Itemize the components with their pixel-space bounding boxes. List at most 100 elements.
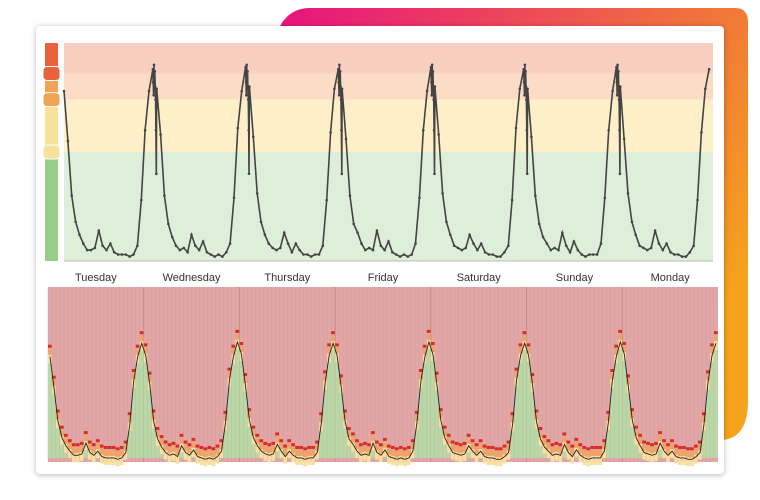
- heat-cell-red: [390, 445, 395, 449]
- heat-cell-red: [498, 447, 503, 451]
- heat-cell-red: [566, 440, 571, 444]
- heat-cell-orange: [375, 444, 379, 451]
- heat-cell-green: [151, 428, 156, 458]
- heat-cell-green: [48, 363, 52, 458]
- series-point: [525, 128, 529, 132]
- heat-cell-red: [414, 410, 419, 414]
- heat-cell-yellow: [79, 451, 84, 461]
- heat-cell-red: [422, 344, 427, 348]
- heat-cell-green: [518, 362, 523, 458]
- heat-cell-yellow: [458, 453, 463, 463]
- heat-cell-orange: [303, 451, 307, 458]
- series-point: [526, 87, 529, 91]
- heat-cell-red: [690, 447, 694, 451]
- heat-cell-orange: [426, 333, 431, 340]
- series-point: [572, 240, 576, 243]
- heat-cell-red: [195, 444, 200, 448]
- heat-cell-green: [343, 428, 347, 458]
- heat-cell-red: [131, 369, 136, 372]
- heat-cell-red: [55, 409, 60, 413]
- series-point: [337, 94, 341, 97]
- series-point: [247, 172, 251, 176]
- heat-cell-red: [442, 425, 447, 429]
- series-point: [580, 253, 583, 256]
- scale-handle[interactable]: [42, 144, 61, 160]
- series-point: [344, 137, 348, 141]
- heat-cell-yellow: [279, 449, 283, 459]
- heat-cell-red: [406, 445, 411, 449]
- heat-cell-red: [646, 441, 650, 445]
- heat-cell-orange: [215, 448, 220, 455]
- heat-cell-yellow: [546, 449, 551, 459]
- series-point: [524, 70, 527, 73]
- heat-cell-red: [355, 439, 359, 443]
- heat-cell-yellow: [163, 450, 168, 460]
- series-point: [676, 253, 680, 256]
- heat-cell-orange: [243, 377, 248, 384]
- heat-cell-yellow: [303, 457, 307, 467]
- series-point: [615, 80, 619, 84]
- heat-cell-red: [630, 408, 634, 412]
- heat-cell-green: [335, 362, 339, 458]
- heat-cell-yellow: [698, 450, 702, 460]
- heat-cell-red: [87, 440, 92, 444]
- heat-cell-red: [71, 443, 76, 447]
- heat-cell-red: [279, 439, 283, 443]
- heat-cell-red: [231, 344, 236, 348]
- heat-cell-orange: [642, 444, 646, 451]
- heat-cell-yellow: [251, 435, 256, 445]
- heat-cell-orange: [406, 449, 411, 456]
- heat-cell-red: [410, 439, 415, 443]
- heat-cell-orange: [662, 443, 666, 450]
- heat-cell-red: [319, 412, 323, 416]
- heat-cell-yellow: [283, 454, 287, 464]
- heat-cell-yellow: [602, 449, 607, 459]
- series-line: [63, 64, 710, 258]
- heat-cell-orange: [566, 444, 571, 451]
- series-point: [338, 63, 341, 67]
- heat-cell-red: [706, 370, 710, 374]
- heat-cell-orange: [562, 436, 567, 443]
- heat-cell-green: [562, 451, 567, 458]
- heat-cell-green: [702, 431, 706, 458]
- heat-cell-yellow: [291, 453, 295, 463]
- series-point: [617, 70, 620, 73]
- heat-cell-red: [602, 439, 607, 443]
- heat-cell-orange: [658, 435, 662, 442]
- series-point: [525, 172, 529, 176]
- heat-cell-yellow: [331, 341, 335, 351]
- heat-cell-orange: [622, 346, 626, 352]
- heat-cell-orange: [418, 373, 423, 379]
- heat-cell-green: [414, 429, 419, 458]
- heat-cell-yellow: [247, 418, 252, 428]
- heat-cell-yellow: [502, 454, 507, 464]
- series-point: [518, 87, 522, 91]
- heat-cell-green: [510, 431, 515, 458]
- heat-cell-green: [351, 451, 355, 458]
- heat-cell-red: [239, 342, 244, 345]
- heat-cell-orange: [327, 347, 331, 354]
- heat-cell-orange: [606, 414, 611, 421]
- scale-handle[interactable]: [42, 92, 61, 108]
- heat-cell-orange: [363, 445, 367, 452]
- series-point: [120, 253, 124, 256]
- series-point: [430, 63, 434, 67]
- heat-cell-yellow: [55, 419, 60, 429]
- heat-cell-green: [323, 389, 327, 458]
- heat-cell-yellow: [151, 419, 156, 429]
- heat-cell-red: [526, 343, 531, 347]
- heat-cell-red: [207, 445, 212, 449]
- series-point: [147, 89, 151, 93]
- series-point: [325, 198, 329, 202]
- heat-cell-yellow: [522, 341, 527, 351]
- heat-cell-red: [490, 445, 495, 449]
- scale-handle[interactable]: [42, 66, 61, 82]
- heat-cell-yellow: [235, 339, 240, 349]
- series-point: [616, 87, 620, 91]
- series-point: [657, 242, 661, 245]
- heat-cell-yellow: [275, 442, 280, 452]
- heat-cell-green: [514, 386, 519, 458]
- heat-cell-red: [698, 440, 702, 444]
- heat-cell-green: [231, 363, 236, 458]
- series-point: [410, 253, 414, 256]
